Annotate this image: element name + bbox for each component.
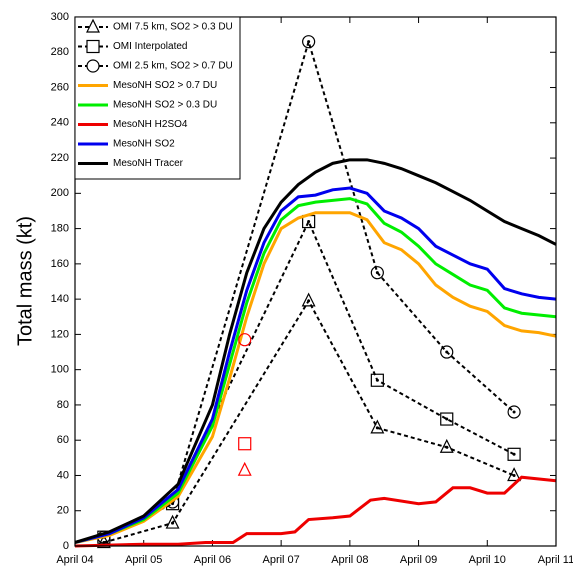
y-tick-label: 140: [51, 293, 69, 305]
x-tick-label: April 07: [262, 554, 299, 566]
marker: [238, 437, 252, 451]
legend-label: MesoNH H2SO4: [113, 119, 188, 130]
y-tick-label: 40: [57, 469, 69, 481]
marker-dot: [171, 521, 175, 525]
marker: [238, 333, 252, 347]
marker: [370, 373, 384, 387]
legend-label: MesoNH Tracer: [113, 158, 184, 169]
marker: [237, 461, 252, 476]
marker: [440, 345, 454, 359]
marker: [370, 266, 384, 280]
marker-dot: [445, 445, 449, 449]
legend-label: OMI 2.5 km, SO2 > 0.7 DU: [113, 61, 233, 72]
y-tick-label: 60: [57, 434, 69, 446]
legend: OMI 7.5 km, SO2 > 0.3 DU OMI Interpolated…: [74, 16, 241, 180]
marker-dot: [375, 378, 379, 382]
y-tick-label: 200: [51, 187, 69, 199]
legend-label: OMI Interpolated: [113, 41, 187, 52]
marker: [440, 412, 454, 426]
marker: [165, 514, 180, 529]
marker-dot: [307, 40, 311, 44]
y-tick-label: 20: [57, 505, 69, 517]
series-line: [74, 211, 557, 544]
y-tick-label: 80: [57, 399, 69, 411]
y-tick-label: 280: [51, 46, 69, 58]
marker: [507, 467, 522, 482]
y-tick-label: 240: [51, 117, 69, 129]
marker: [370, 419, 385, 434]
marker: [86, 59, 100, 73]
legend-label: MesoNH SO2 > 0.3 DU: [113, 100, 217, 111]
marker: [96, 534, 111, 549]
marker: [302, 35, 316, 49]
series-line: [103, 298, 515, 544]
y-tick-label: 120: [51, 328, 69, 340]
series-line: [74, 158, 557, 544]
legend-label: MesoNH SO2: [113, 139, 175, 150]
marker: [439, 438, 454, 453]
x-tick-label: April 08: [331, 554, 368, 566]
x-tick-label: April 05: [125, 554, 162, 566]
marker-dot: [512, 410, 516, 414]
y-tick-label: 180: [51, 223, 69, 235]
marker: [86, 18, 100, 33]
legend-label: OMI 7.5 km, SO2 > 0.3 DU: [113, 22, 233, 33]
series-line: [74, 475, 557, 548]
marker-dot: [375, 271, 379, 275]
legend-box: [74, 16, 241, 180]
marker-dot: [307, 299, 311, 303]
marker: [86, 39, 100, 54]
y-tick-label: 100: [51, 364, 69, 376]
marker-dot: [512, 473, 516, 477]
y-tick-label: 300: [51, 11, 69, 23]
series-line: [74, 197, 557, 544]
marker-dot: [445, 350, 449, 354]
y-tick-label: 220: [51, 152, 69, 164]
marker-dot: [307, 220, 311, 224]
series-line: [74, 186, 557, 544]
x-tick-label: April 09: [400, 554, 437, 566]
marker-dot: [512, 452, 516, 456]
marker-dot: [445, 417, 449, 421]
x-tick-label: April 10: [469, 554, 506, 566]
marker: [507, 405, 521, 419]
x-tick-label: April 11: [538, 554, 573, 566]
x-tick-label: April 04: [56, 554, 93, 566]
y-tick-label: 260: [51, 81, 69, 93]
marker-dot: [375, 426, 379, 430]
y-axis-label: Total mass (kt): [14, 216, 36, 346]
marker: [301, 292, 316, 307]
legend-label: MesoNH SO2 > 0.7 DU: [113, 80, 217, 91]
marker: [507, 447, 521, 461]
y-tick-label: 0: [63, 540, 69, 552]
x-tick-label: April 06: [194, 554, 231, 566]
plot-frame: [74, 16, 557, 547]
y-tick-label: 160: [51, 258, 69, 270]
